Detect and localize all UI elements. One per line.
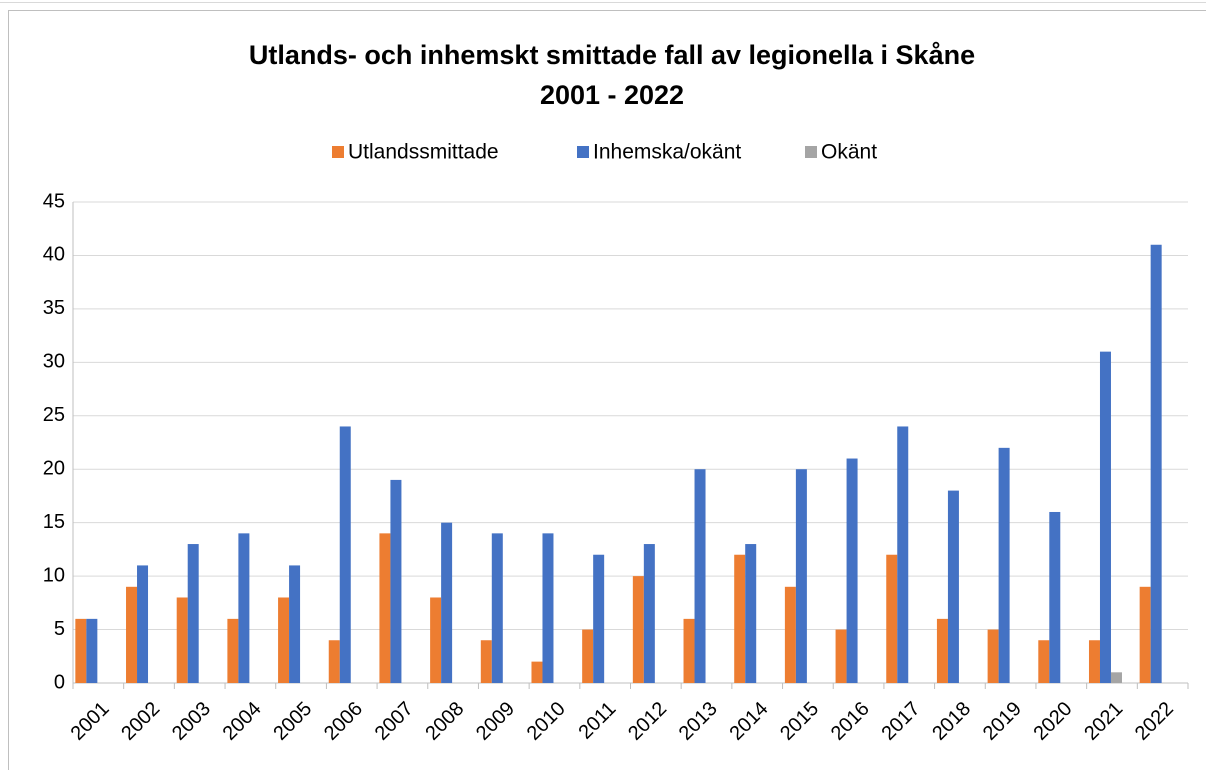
bar	[278, 597, 290, 683]
bar	[137, 565, 149, 683]
bar	[542, 533, 554, 683]
bar	[176, 597, 188, 683]
bar	[1099, 351, 1111, 683]
bar	[683, 618, 695, 683]
bar	[897, 426, 909, 683]
bar	[238, 533, 250, 683]
bar	[643, 544, 655, 683]
y-tick-label: 15	[43, 511, 65, 533]
bar	[75, 618, 87, 683]
y-tick-label: 0	[54, 671, 65, 693]
bar	[745, 544, 757, 683]
bar	[328, 640, 340, 683]
bar	[86, 618, 98, 683]
y-tick-label: 10	[43, 564, 65, 586]
legend-swatch	[332, 146, 344, 158]
bar	[694, 469, 706, 683]
chart-title: Utlands- och inhemskt smittade fall av l…	[249, 40, 975, 70]
bar	[1038, 640, 1050, 683]
legend-label: Utlandssmittade	[348, 141, 499, 164]
y-tick-label: 30	[43, 351, 65, 373]
bar	[947, 490, 959, 683]
bar	[998, 447, 1010, 683]
bar	[582, 629, 594, 683]
bar	[886, 554, 898, 683]
y-tick-label: 40	[43, 244, 65, 266]
bar	[1150, 244, 1162, 683]
bar	[339, 426, 351, 683]
bar	[734, 554, 746, 683]
bar	[430, 597, 442, 683]
bar	[491, 533, 503, 683]
chart-title: 2001 - 2022	[540, 80, 684, 110]
bar	[480, 640, 492, 683]
bar	[632, 576, 644, 683]
bar	[1049, 511, 1061, 683]
bar	[187, 544, 199, 683]
bar	[379, 533, 391, 683]
bar	[289, 565, 301, 683]
bar	[795, 469, 807, 683]
bar	[1110, 672, 1122, 683]
bar	[987, 629, 999, 683]
bar	[936, 618, 948, 683]
bar	[531, 661, 543, 683]
bar	[784, 586, 796, 683]
bar	[441, 522, 453, 683]
y-tick-label: 45	[43, 190, 65, 212]
y-tick-label: 35	[43, 297, 65, 319]
bar	[227, 618, 239, 683]
bar	[390, 479, 402, 683]
legend-swatch	[805, 146, 817, 158]
bar	[593, 554, 605, 683]
bar	[1139, 586, 1151, 683]
bar	[126, 586, 138, 683]
bar	[846, 458, 858, 683]
legend-label: Inhemska/okänt	[593, 141, 741, 164]
legend-swatch	[577, 146, 589, 158]
bar	[1088, 640, 1100, 683]
bar	[835, 629, 847, 683]
y-tick-label: 20	[43, 458, 65, 480]
y-tick-label: 25	[43, 404, 65, 426]
legend-label: Okänt	[821, 141, 877, 164]
y-tick-label: 5	[54, 618, 65, 640]
